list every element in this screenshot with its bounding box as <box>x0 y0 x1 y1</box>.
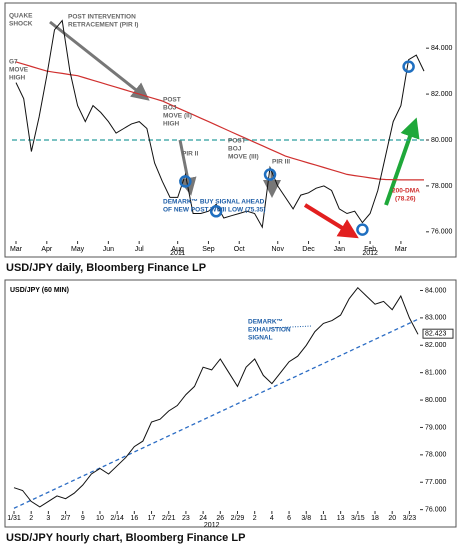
dma-label: 200-DMA <box>392 188 420 195</box>
price-line <box>13 286 419 508</box>
arrow <box>303 203 359 239</box>
x-tick-label: 24 <box>199 515 207 522</box>
demark-signal <box>356 223 369 236</box>
annotation: QUAKE <box>9 13 33 20</box>
x-tick-label: 2/29 <box>231 515 245 522</box>
y-tick-label: 79.000 <box>425 424 447 431</box>
price-label: 82.423 <box>425 331 447 338</box>
moving-average <box>15 61 424 181</box>
price-box <box>422 328 454 339</box>
y-tick-label: 84.000 <box>431 45 453 52</box>
annotation: SHOCK <box>9 21 33 28</box>
x-tick-label: Aug <box>171 246 184 253</box>
x-tick-label: Feb <box>364 246 376 253</box>
x-tick-label: Oct <box>234 246 245 253</box>
annotation: BOJ <box>228 146 242 153</box>
x-tick-label: 26 <box>216 515 224 522</box>
x-tick-label: 3 <box>46 515 50 522</box>
x-tick-label: 2/21 <box>162 515 176 522</box>
annotation: POST <box>228 138 246 145</box>
dma-value-label: (78.26) <box>395 196 416 203</box>
annotation: SIGNAL <box>248 335 273 342</box>
x-tick-label: Sep <box>202 246 215 253</box>
annotation: POST INTERVENTION <box>68 14 136 21</box>
x-tick-label: 6 <box>287 515 291 522</box>
x-tick-label: 2/7 <box>61 515 71 522</box>
annotation: POST <box>163 97 181 104</box>
caption: USD/JPY daily, Bloomberg Finance LP <box>6 262 206 274</box>
arrow <box>269 325 313 329</box>
x-tick-label: 3/8 <box>301 515 311 522</box>
x-tick-label: 9 <box>81 515 85 522</box>
annotation: RETRACEMENT (PIR I) <box>68 22 138 29</box>
caption: USD/JPY hourly chart, Bloomberg Finance … <box>6 532 245 544</box>
demark-signal <box>209 205 223 218</box>
annotation: MOVE <box>9 67 29 74</box>
x-tick-label: Jun <box>103 246 114 253</box>
x-tick-label: 4 <box>270 515 274 522</box>
panel-bottom <box>4 279 457 528</box>
x-tick-label: Jul <box>135 246 144 253</box>
x-tick-label: 3/15 <box>351 515 365 522</box>
y-tick-label: 83.000 <box>425 315 447 322</box>
y-tick-label: 84.000 <box>425 287 447 294</box>
annotation: OF NEW POST WWII LOW (75.35) <box>163 207 266 214</box>
x-tick-label: 17 <box>148 515 156 522</box>
x-tick-label: Mar <box>395 246 408 253</box>
x-tick-label: 2 <box>29 515 33 522</box>
y-tick-label: 78.000 <box>431 183 453 190</box>
trendline <box>13 318 419 509</box>
x-tick-label: 23 <box>182 515 190 522</box>
year-label: 2011 <box>170 250 185 257</box>
x-tick-label: 10 <box>96 515 104 522</box>
annotation: BOJ <box>163 105 177 112</box>
y-tick-label: 81.000 <box>425 370 447 377</box>
y-tick-label: 77.000 <box>425 479 447 486</box>
y-tick-label: 76.000 <box>431 229 453 236</box>
demark-signal <box>179 175 192 188</box>
x-tick-label: Apr <box>41 246 53 253</box>
x-tick-label: 18 <box>371 515 379 522</box>
year-label: 2012 <box>204 522 220 529</box>
chart-header: USD/JPY (60 MIN) <box>10 287 69 294</box>
y-tick-label: 80.000 <box>431 137 453 144</box>
annotation: HIGH <box>9 75 26 82</box>
y-tick-label: 78.000 <box>425 452 447 459</box>
x-tick-label: May <box>71 246 85 253</box>
y-tick-label: 82.000 <box>431 91 453 98</box>
x-tick-label: 2/14 <box>110 515 124 522</box>
arrow <box>178 139 197 196</box>
annotation: HIGH <box>163 121 180 128</box>
annotation: MOVE (III) <box>228 154 259 161</box>
y-tick-label: 80.000 <box>425 397 447 404</box>
x-tick-label: 13 <box>337 515 345 522</box>
x-tick-label: 20 <box>388 515 396 522</box>
x-tick-label: 3/23 <box>403 515 417 522</box>
demark-signal <box>402 60 415 73</box>
year-label: 2012 <box>362 250 378 257</box>
arrow <box>49 20 150 101</box>
x-tick-label: 16 <box>130 515 138 522</box>
annotation: G7 <box>9 59 18 66</box>
annotation: EXHAUSTION <box>248 327 291 334</box>
x-tick-label: Dec <box>302 246 315 253</box>
annotation: DEMARK™ BUY SIGNAL AHEAD <box>163 199 265 206</box>
y-tick-label: 76.000 <box>425 506 447 513</box>
arrow <box>384 117 420 206</box>
annotation: PIR III <box>272 159 290 166</box>
x-tick-label: Nov <box>272 246 285 253</box>
x-tick-label: Mar <box>10 246 23 253</box>
demark-signal <box>263 168 277 181</box>
x-tick-label: 11 <box>320 515 327 522</box>
annotation: PIR II <box>182 151 198 158</box>
y-tick-label: 82.000 <box>425 342 447 349</box>
annotation: MOVE (II) <box>163 113 192 120</box>
x-tick-label: 1/31 <box>7 515 21 522</box>
x-tick-label: 2 <box>253 515 257 522</box>
annotation: DEMARK™ <box>248 319 283 326</box>
x-tick-label: Jan <box>334 246 345 253</box>
